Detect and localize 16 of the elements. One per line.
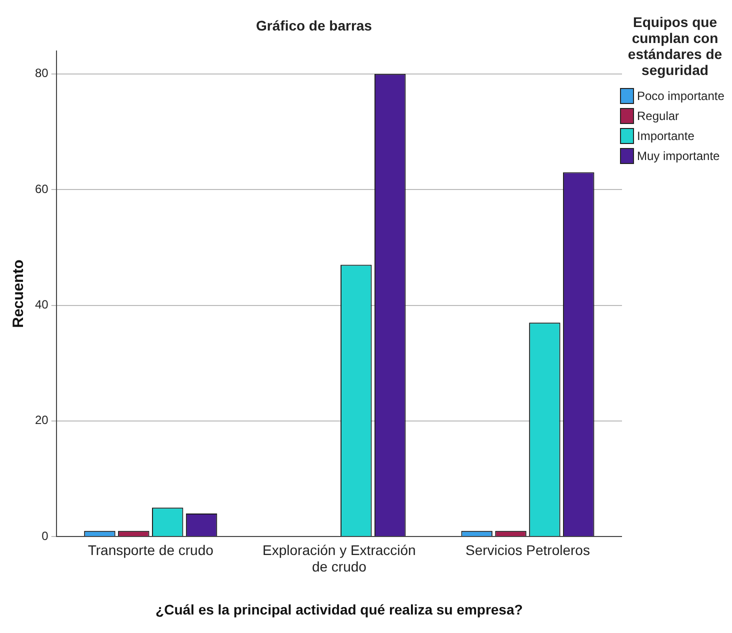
- chart-title: Gráfico de barras: [256, 17, 372, 34]
- y-tick-label: 80: [34, 66, 49, 80]
- x-tick-label: Servicios Petroleros: [465, 542, 590, 558]
- legend-label: Regular: [637, 109, 680, 123]
- y-axis-title: Recuento: [10, 260, 28, 328]
- legend-label: Muy importante: [637, 149, 720, 163]
- x-tick-label: Transporte de crudo: [88, 542, 214, 558]
- y-tick-label: 60: [34, 182, 49, 196]
- x-tick-label: Exploración y Extracción de crudo: [262, 542, 416, 575]
- x-axis-title: ¿Cuál es la principal actividad qué realiza su empresa?: [156, 601, 523, 618]
- y-tick-label: 40: [34, 298, 49, 312]
- legend-title: Equipos que cumplan con estándares de seguridad: [626, 14, 724, 78]
- legend-label: Importante: [637, 129, 694, 143]
- legend-label: Poco importante: [637, 89, 724, 103]
- y-tick-label: 0: [42, 528, 49, 543]
- y-tick-label: 20: [34, 413, 49, 428]
